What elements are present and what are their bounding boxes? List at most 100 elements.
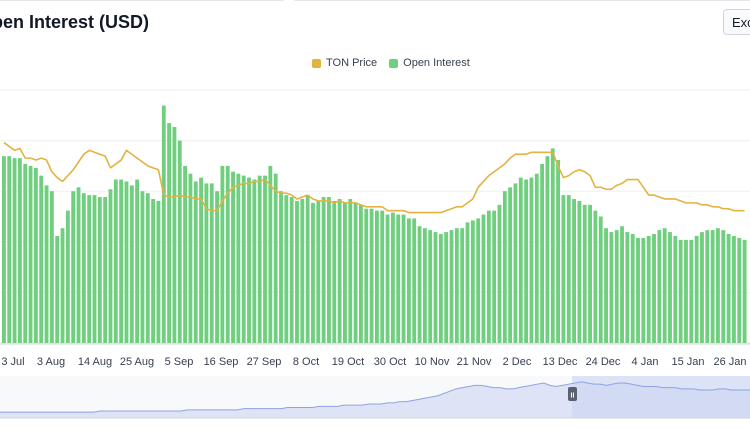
open-interest-bar <box>449 230 454 343</box>
open-interest-bar <box>641 237 646 343</box>
open-interest-bar <box>2 156 6 343</box>
open-interest-bar <box>284 195 289 343</box>
open-interest-bar <box>257 175 262 343</box>
open-interest-bar <box>28 165 33 343</box>
open-interest-bar <box>161 105 166 343</box>
open-interest-bar <box>401 214 406 343</box>
open-interest-bar <box>614 230 619 343</box>
open-interest-bar <box>497 204 502 343</box>
navigator-area <box>0 381 750 418</box>
open-interest-bar <box>124 181 129 343</box>
open-interest-bar <box>492 210 497 343</box>
open-interest-bar <box>742 239 747 343</box>
open-interest-bar <box>236 173 241 343</box>
open-interest-bar <box>49 191 54 343</box>
open-interest-bar <box>209 183 214 343</box>
open-interest-bar <box>145 193 150 343</box>
open-interest-bar <box>247 177 251 343</box>
legend-item-open-interest[interactable]: Open Interest <box>389 57 470 69</box>
open-interest-bar <box>44 185 49 343</box>
open-interest-bar <box>668 232 672 343</box>
open-interest-bar <box>572 198 576 343</box>
chart-title: pen Interest (USD) <box>0 12 150 32</box>
open-interest-bar <box>428 230 433 343</box>
open-interest-bar <box>646 235 651 343</box>
open-interest-bar <box>273 173 278 343</box>
open-interest-bar <box>417 226 422 343</box>
open-interest-bar <box>167 123 172 343</box>
open-interest-bar <box>588 204 592 343</box>
navigator-handle[interactable] <box>568 387 577 401</box>
open-interest-bar <box>529 177 534 343</box>
open-interest-bar <box>193 181 198 343</box>
open-interest-bar <box>97 197 102 343</box>
open-interest-bar <box>412 218 417 343</box>
legend-label-open-interest: Open Interest <box>403 57 470 69</box>
open-interest-bar <box>598 216 603 343</box>
open-interest-bar <box>700 232 704 343</box>
open-interest-bar <box>311 202 315 343</box>
x-tick-label: 4 Jan <box>632 356 659 368</box>
open-interest-bar <box>321 197 326 343</box>
open-interest-bar <box>710 230 715 343</box>
open-interest-bar <box>81 193 86 343</box>
open-interest-bar <box>561 195 566 343</box>
x-tick-label: 2 Dec <box>503 356 532 368</box>
open-interest-bar <box>380 210 385 343</box>
open-interest-bar <box>486 210 491 343</box>
open-interest-bar <box>375 210 379 343</box>
open-interest-bar <box>518 177 523 343</box>
open-interest-bar <box>364 208 369 343</box>
open-interest-bar <box>220 165 225 343</box>
open-interest-bar <box>476 218 481 343</box>
open-interest-bar <box>87 195 92 343</box>
x-tick-label: 13 Dec <box>543 356 578 368</box>
open-interest-bar <box>348 198 353 343</box>
open-interest-bar <box>369 208 374 343</box>
open-interest-bar <box>470 220 475 343</box>
x-tick-label: 24 Dec <box>586 356 621 368</box>
open-interest-bar <box>604 228 608 343</box>
x-tick-label: 10 Nov <box>415 356 450 368</box>
legend-item-ton-price[interactable]: TON Price <box>312 57 377 69</box>
x-tick-label: 30 Oct <box>374 356 406 368</box>
open-interest-bar <box>353 202 358 343</box>
legend-swatch-open-interest <box>389 58 399 68</box>
open-interest-bar <box>513 183 518 343</box>
open-interest-bar <box>252 179 257 343</box>
open-interest-bar <box>337 198 342 343</box>
open-interest-bar <box>7 156 12 343</box>
open-interest-bar <box>65 210 70 343</box>
open-interest-bar <box>119 179 124 343</box>
open-interest-bar <box>657 230 662 343</box>
open-interest-bar <box>582 204 587 343</box>
open-interest-bar <box>684 239 688 343</box>
open-interest-bar <box>390 212 395 343</box>
open-interest-bar <box>316 200 321 343</box>
open-interest-bar <box>566 195 571 343</box>
open-interest-bar <box>172 126 177 343</box>
open-interest-bar <box>422 228 427 343</box>
open-interest-bar <box>300 198 305 343</box>
open-interest-bar <box>406 218 411 343</box>
open-interest-bar <box>332 200 337 343</box>
open-interest-bar <box>231 171 235 343</box>
x-tick-label: 16 Sep <box>204 356 239 368</box>
x-tick-label: 26 Jan <box>713 356 746 368</box>
open-interest-bar <box>593 210 598 343</box>
legend-swatch-ton-price <box>312 58 321 68</box>
legend-label-ton-price: TON Price <box>326 57 378 69</box>
open-interest-bar <box>609 232 614 343</box>
export-button[interactable]: Exco <box>723 9 750 35</box>
open-interest-bar <box>295 200 299 343</box>
open-interest-bar <box>556 160 561 343</box>
open-interest-bar <box>385 214 390 343</box>
open-interest-bar <box>550 148 555 343</box>
open-interest-bar <box>188 173 193 343</box>
open-interest-bar <box>689 239 694 343</box>
open-interest-bar <box>737 237 742 343</box>
open-interest-bar <box>343 202 347 343</box>
open-interest-bar <box>129 185 134 343</box>
open-interest-bar <box>673 235 678 343</box>
open-interest-bar <box>140 191 145 343</box>
